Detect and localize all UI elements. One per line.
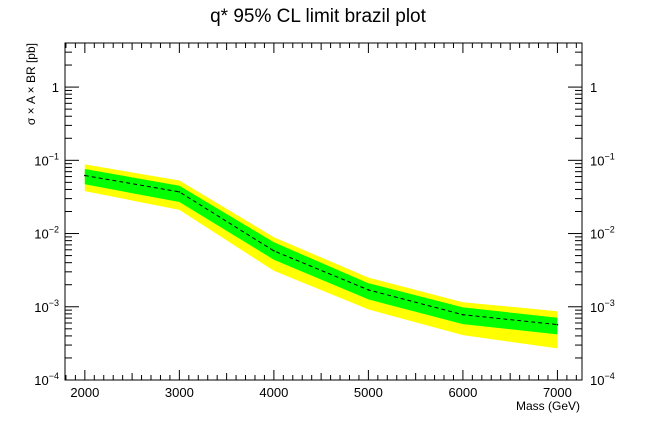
x-axis-label: Mass (GeV) — [516, 399, 580, 413]
x-tick-label: 6000 — [448, 385, 477, 400]
chart-title: q* 95% CL limit brazil plot — [210, 6, 426, 27]
x-tick-label: 7000 — [543, 385, 572, 400]
axis-ticks — [65, 42, 582, 381]
y-tick-label-right: 10−4 — [590, 371, 615, 388]
median-layer — [84, 174, 559, 326]
x-tick-label: 5000 — [354, 385, 383, 400]
x-tick-label: 2000 — [70, 385, 99, 400]
tick-labels: 2000 3000 4000 5000 6000 7000 10−4 10−4 10−3 10−3… — [34, 80, 614, 400]
y-tick-label-right: 10−2 — [590, 225, 615, 242]
y-tick-label-left: 10−4 — [34, 371, 59, 388]
inner-band — [84, 169, 558, 335]
y-axis-label: σ × A × BR [pb] — [24, 43, 38, 125]
median-point — [84, 174, 86, 177]
median-point — [462, 313, 464, 316]
x-tick-label: 4000 — [259, 385, 288, 400]
median-point — [556, 323, 559, 326]
median-point — [273, 250, 275, 252]
median-point — [367, 289, 370, 291]
bands-layer — [84, 164, 558, 349]
median-point — [178, 191, 181, 193]
y-tick-label-left: 10−1 — [34, 151, 59, 168]
median-line — [84, 175, 558, 326]
y-tick-label-right: 10−3 — [590, 298, 615, 315]
y-tick-label-right: 1 — [590, 80, 597, 95]
y-tick-label-right: 10−1 — [590, 151, 615, 168]
y-tick-label-left: 10−3 — [34, 298, 59, 315]
x-tick-label: 3000 — [165, 385, 194, 400]
y-tick-label-left: 10−2 — [34, 225, 59, 242]
y-tick-label-left: 1 — [52, 80, 59, 95]
